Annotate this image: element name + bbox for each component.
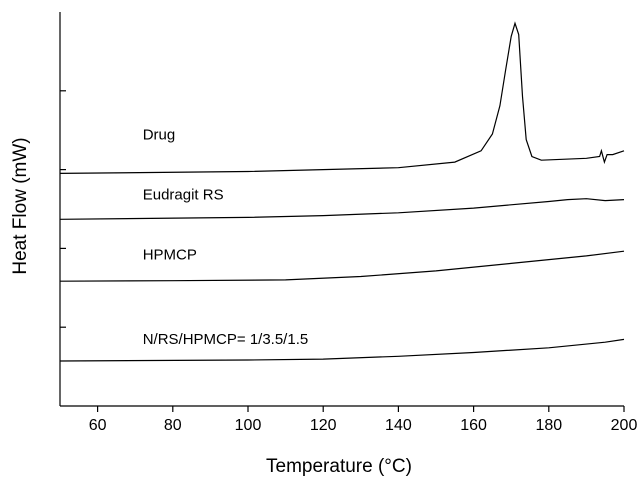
x-tick-label-100: 100	[235, 417, 262, 434]
axes: 60 80 100 120 140 160 180 200	[59, 12, 638, 434]
x-tick-label-140: 140	[385, 417, 412, 434]
curves	[59, 21, 625, 362]
series-labels: Drug Eudragit RS HPMCP N/RS/HPMCP= 1/3.5/1.…	[143, 127, 308, 349]
series-line-1	[59, 21, 625, 174]
x-axis-title: Temperature (°C)	[266, 456, 412, 477]
series-line-2	[59, 198, 625, 220]
x-tick-label-160: 160	[460, 417, 487, 434]
x-tick-label-120: 120	[310, 417, 337, 434]
series-label-3: HPMCP	[143, 247, 197, 264]
x-tick-label-80: 80	[164, 417, 182, 434]
y-axis-title: Heat Flow (mW)	[10, 137, 31, 274]
series-label-1: Drug	[143, 127, 176, 144]
series-label-4: N/RS/HPMCP= 1/3.5/1.5	[143, 331, 308, 348]
x-tick-label-180: 180	[535, 417, 562, 434]
series-line-3	[59, 250, 625, 282]
x-tick-label-60: 60	[89, 417, 107, 434]
series-line-4	[59, 338, 625, 362]
x-tick-label-200: 200	[611, 417, 638, 434]
series-label-2: Eudragit RS	[143, 187, 224, 204]
